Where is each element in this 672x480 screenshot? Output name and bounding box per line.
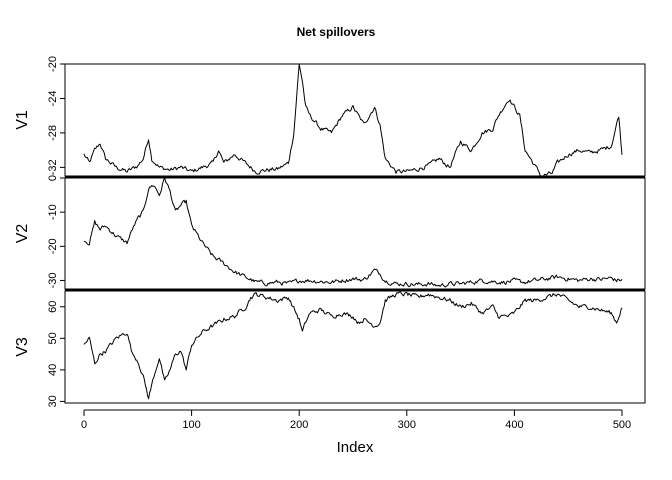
y-tick-label: -28 (47, 125, 59, 141)
y-tick-label: -20 (47, 56, 59, 72)
y-tick-label: -32 (47, 159, 59, 175)
series-line-v3 (83, 291, 623, 400)
y-tick-label: 30 (47, 395, 59, 407)
x-tick-label: 200 (290, 419, 308, 431)
y-tick-label: -30 (47, 273, 59, 289)
y-tick-label: 40 (47, 364, 59, 376)
y-tick-label: 50 (47, 332, 59, 344)
panel-v3: 30 40 50 60 V3 (14, 290, 646, 408)
x-tick-label: 300 (398, 419, 416, 431)
y-tick-label: -24 (47, 91, 59, 107)
y-tick-label: 0 (47, 175, 59, 181)
panel-label: V2 (14, 224, 31, 244)
x-tick-label: 400 (505, 419, 523, 431)
series-line-v1 (83, 63, 623, 177)
panel-v2: 0 -10 -20 -30 V2 (14, 175, 646, 290)
panel-v1: -20 -24 -28 -32 V1 (14, 56, 646, 177)
x-tick-label: 100 (182, 419, 200, 431)
panel-frame (64, 177, 646, 290)
y-tick-label: -10 (47, 204, 59, 220)
x-axis-label: Index (337, 439, 374, 456)
x-tick-label: 500 (613, 419, 631, 431)
x-axis: 0 100 200 300 400 500 (81, 409, 631, 431)
y-tick-label: 60 (47, 301, 59, 313)
x-tick-label: 0 (81, 419, 87, 431)
panel-frame (64, 290, 646, 404)
y-tick-label: -20 (47, 238, 59, 254)
series-line-v2 (83, 177, 623, 288)
panels-layer: -20 -24 -28 -32 V1 0 -10 -20 -30 V2 30 40 50 60 V3 (14, 56, 646, 408)
panel-label: V1 (14, 110, 31, 130)
panel-label: V3 (14, 337, 31, 357)
chart-title: Net spillovers (297, 25, 376, 39)
